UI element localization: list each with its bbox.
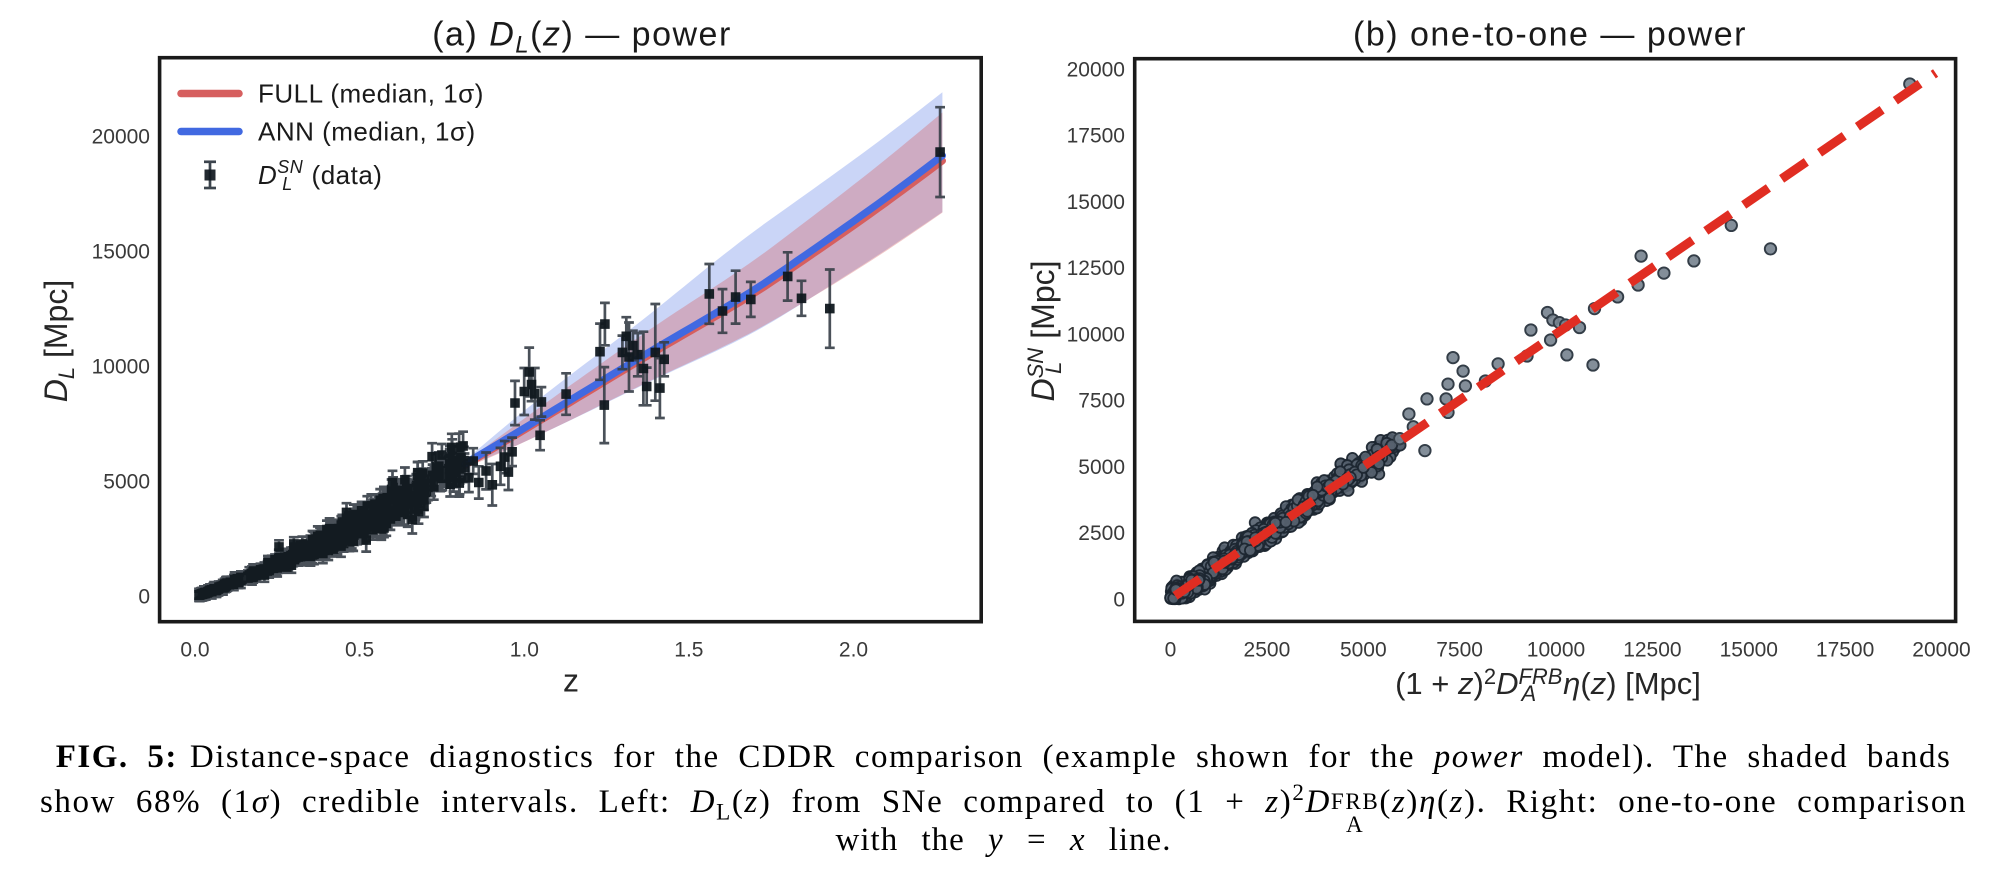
svg-text:0: 0 xyxy=(1113,588,1125,611)
svg-text:1.0: 1.0 xyxy=(510,639,539,662)
svg-text:10000: 10000 xyxy=(1527,639,1585,662)
svg-text:20000: 20000 xyxy=(1067,58,1125,81)
svg-text:17500: 17500 xyxy=(1816,639,1874,662)
svg-text:5000: 5000 xyxy=(1078,456,1125,479)
svg-text:0: 0 xyxy=(1165,639,1177,662)
svg-text:7500: 7500 xyxy=(1078,390,1125,413)
svg-text:0.5: 0.5 xyxy=(345,639,374,662)
svg-text:15000: 15000 xyxy=(1720,639,1778,662)
svg-text:2500: 2500 xyxy=(1244,639,1291,662)
svg-text:DSNL (data): DSN L (data) xyxy=(258,157,382,194)
svg-text:5000: 5000 xyxy=(103,471,150,494)
svg-text:12500: 12500 xyxy=(1067,257,1125,280)
svg-text:FULL (median, 1σ): FULL (median, 1σ) xyxy=(258,78,484,108)
svg-text:10000: 10000 xyxy=(92,356,150,379)
svg-text:15000: 15000 xyxy=(1067,191,1125,214)
svg-text:2.0: 2.0 xyxy=(839,639,868,662)
svg-text:7500: 7500 xyxy=(1436,639,1483,662)
svg-text:DSNL [Mpc]: DSNL [Mpc] xyxy=(1023,260,1066,401)
svg-text:20000: 20000 xyxy=(1912,639,1970,662)
svg-text:5000: 5000 xyxy=(1340,639,1387,662)
svg-text:1.5: 1.5 xyxy=(674,639,703,662)
svg-text:10000: 10000 xyxy=(1067,323,1125,346)
svg-text:0.0: 0.0 xyxy=(180,639,209,662)
svg-text:17500: 17500 xyxy=(1067,125,1125,148)
svg-text:DL [Mpc]: DL [Mpc] xyxy=(38,280,79,402)
svg-text:2500: 2500 xyxy=(1078,522,1125,545)
svg-text:(b) one-to-one — power: (b) one-to-one — power xyxy=(1353,16,1747,54)
svg-text:0: 0 xyxy=(138,586,150,609)
svg-text:12500: 12500 xyxy=(1623,639,1681,662)
svg-text:z: z xyxy=(563,663,579,699)
svg-text:15000: 15000 xyxy=(92,240,150,263)
svg-text:20000: 20000 xyxy=(92,125,150,148)
svg-text:(a) DL(z) — power: (a) DL(z) — power xyxy=(432,16,732,59)
svg-text:ANN (median, 1σ): ANN (median, 1σ) xyxy=(258,116,476,146)
